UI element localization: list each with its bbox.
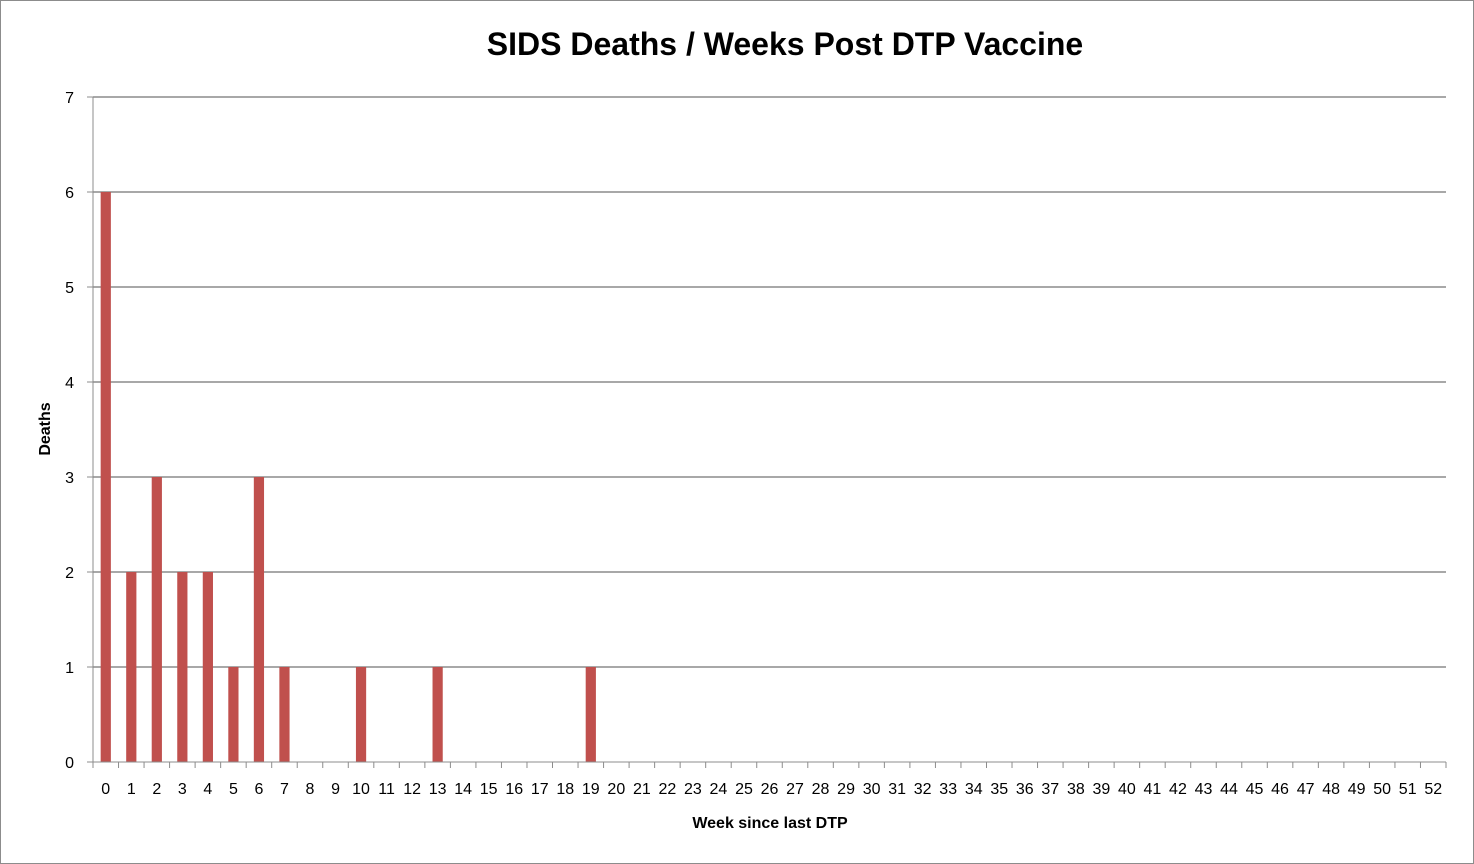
x-tick-label: 15 <box>480 781 498 798</box>
x-tick-label: 50 <box>1373 781 1391 798</box>
x-tick-label: 26 <box>761 781 779 798</box>
x-tick-label: 1 <box>127 781 136 798</box>
x-axis-ticks: 0 1 2 3 4 5 6 7 8 9 10 11 12 13 14 15 16 17 18 19 20 21 22 23 24… <box>92 762 1447 798</box>
x-tick-label: 36 <box>1016 781 1034 798</box>
bar-week-7 <box>279 667 290 762</box>
gridlines <box>93 96 1446 668</box>
x-tick-label: 0 <box>101 781 110 798</box>
chart-title: SIDS Deaths / Weeks Post DTP Vaccine <box>487 26 1083 62</box>
y-axis-label: Deaths <box>37 402 54 455</box>
x-tick-label: 41 <box>1144 781 1162 798</box>
x-tick-label: 16 <box>505 781 523 798</box>
x-tick-label: 4 <box>203 781 212 798</box>
x-tick-label: 11 <box>378 781 395 798</box>
x-tick-label: 8 <box>306 781 315 798</box>
x-tick-label: 9 <box>331 781 340 798</box>
x-tick-label: 51 <box>1399 781 1417 798</box>
y-tick-label: 7 <box>65 90 74 107</box>
bar-week-13 <box>432 667 443 762</box>
y-tick-label: 3 <box>65 470 74 487</box>
bar-week-0 <box>100 192 111 762</box>
y-tick-label: 2 <box>65 565 74 582</box>
x-tick-label: 28 <box>812 781 830 798</box>
x-tick-label: 7 <box>280 781 289 798</box>
x-tick-label: 24 <box>710 781 728 798</box>
bar-week-2 <box>151 477 162 762</box>
x-tick-label: 49 <box>1348 781 1366 798</box>
y-tick-label: 1 <box>65 660 74 677</box>
x-tick-label: 48 <box>1322 781 1340 798</box>
x-tick-label: 21 <box>633 781 651 798</box>
bar-week-3 <box>177 572 188 762</box>
x-tick-label: 31 <box>888 781 906 798</box>
x-tick-label: 23 <box>684 781 702 798</box>
x-tick-label: 25 <box>735 781 753 798</box>
x-tick-label: 40 <box>1118 781 1136 798</box>
x-axis-label: Week since last DTP <box>692 815 848 832</box>
x-tick-label: 12 <box>403 781 421 798</box>
x-tick-label: 33 <box>939 781 957 798</box>
y-axis-ticks: 0 1 2 3 4 5 6 7 <box>65 90 93 772</box>
y-tick-label: 6 <box>65 185 74 202</box>
x-tick-label: 43 <box>1195 781 1213 798</box>
x-tick-label: 20 <box>607 781 625 798</box>
x-tick-label: 37 <box>1041 781 1059 798</box>
x-tick-label: 5 <box>229 781 238 798</box>
bar-week-6 <box>253 477 265 762</box>
y-tick-label: 0 <box>65 755 74 772</box>
x-tick-label: 3 <box>178 781 187 798</box>
x-tick-label: 29 <box>837 781 855 798</box>
x-tick-label: 46 <box>1271 781 1289 798</box>
x-tick-label: 52 <box>1424 781 1442 798</box>
y-tick-label: 4 <box>65 375 74 392</box>
x-tick-label: 6 <box>254 781 263 798</box>
x-tick-label: 30 <box>863 781 881 798</box>
x-tick-label: 2 <box>152 781 161 798</box>
x-tick-label: 14 <box>454 781 472 798</box>
x-tick-label: 42 <box>1169 781 1187 798</box>
bar-week-19 <box>585 667 596 762</box>
bar-week-1 <box>126 572 137 762</box>
bar-week-10 <box>355 667 367 762</box>
x-tick-label: 44 <box>1220 781 1238 798</box>
x-tick-label: 35 <box>990 781 1008 798</box>
x-tick-label: 13 <box>429 781 447 798</box>
x-tick-label: 19 <box>582 781 600 798</box>
x-tick-label: 10 <box>352 781 370 798</box>
bar-series <box>100 192 596 762</box>
bar-week-4 <box>202 572 213 762</box>
x-tick-label: 39 <box>1092 781 1110 798</box>
x-tick-label: 27 <box>786 781 804 798</box>
x-tick-label: 18 <box>556 781 574 798</box>
bar-week-5 <box>228 667 239 762</box>
y-tick-label: 5 <box>65 280 74 297</box>
x-tick-label: 45 <box>1246 781 1264 798</box>
x-tick-label: 32 <box>914 781 932 798</box>
x-tick-label: 38 <box>1067 781 1085 798</box>
x-tick-label: 17 <box>531 781 549 798</box>
x-tick-label: 34 <box>965 781 983 798</box>
x-tick-label: 22 <box>658 781 676 798</box>
x-tick-label: 47 <box>1297 781 1315 798</box>
